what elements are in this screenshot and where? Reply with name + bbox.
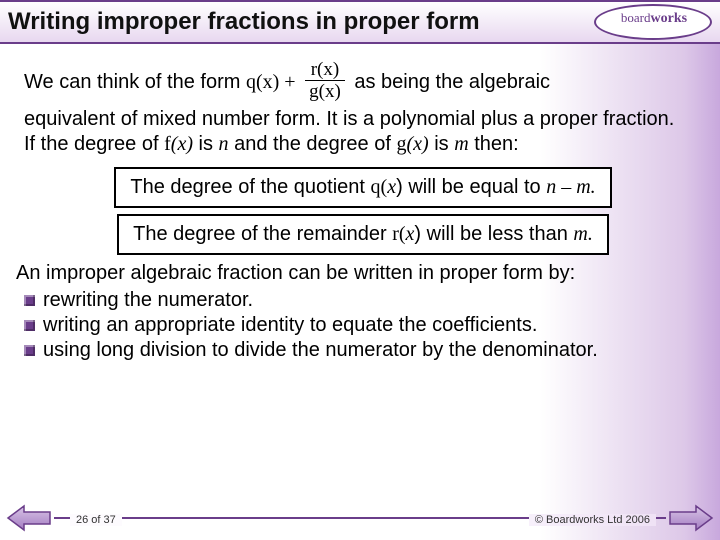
p2-c: and the degree of (229, 133, 397, 155)
formula-fraction: r(x) g(x) (305, 60, 345, 101)
b2-m: m. (573, 223, 592, 245)
b1-nm: n – m. (546, 176, 595, 198)
p2-f: f(x) (164, 133, 193, 155)
bullet-icon (24, 320, 35, 331)
prev-arrow-icon[interactable] (6, 504, 52, 532)
b1-q: q(x (371, 176, 397, 198)
box1-wrap: The degree of the quotient q(x) will be … (24, 167, 702, 208)
bullet-text: rewriting the numerator. (43, 288, 253, 313)
p2-m: m (454, 133, 468, 155)
p2-a: If the degree of (24, 133, 164, 155)
page-title: Writing improper fractions in proper for… (8, 8, 480, 36)
p2-g: g(x) (396, 133, 428, 155)
p2-n: n (219, 133, 229, 155)
b1-b: ) will be equal to (396, 176, 546, 198)
remainder-degree-box: The degree of the remainder r(x) will be… (117, 214, 609, 255)
quotient-degree-box: The degree of the quotient q(x) will be … (114, 167, 611, 208)
box2-wrap: The degree of the remainder r(x) will be… (24, 214, 702, 255)
bullet-icon (24, 345, 35, 356)
page-number: 26 of 37 (70, 514, 122, 526)
fraction-numerator: r(x) (305, 60, 345, 80)
b2-r: r(x (392, 223, 414, 245)
intro-a: We can think of the form (24, 71, 246, 93)
bullet-text: using long division to divide the numera… (43, 338, 598, 363)
bullet-text: writing an appropriate identity to equat… (43, 313, 537, 338)
list-intro: An improper algebraic fraction can be wr… (16, 261, 702, 286)
logo-bold: works (651, 11, 688, 26)
logo-text: boardworks (594, 10, 714, 27)
intro-b: as being the algebraic (354, 71, 550, 93)
p2-b: is (193, 133, 219, 155)
methods-list: An improper algebraic fraction can be wr… (16, 261, 702, 363)
next-arrow-icon[interactable] (668, 504, 714, 532)
list-item: rewriting the numerator. (24, 288, 702, 313)
logo-prefix: board (621, 10, 651, 25)
list-item: using long division to divide the numera… (24, 338, 702, 363)
b2-a: The degree of the remainder (133, 223, 392, 245)
formula-q: q(x) + (246, 71, 296, 93)
paragraph-1: equivalent of mixed number form. It is a… (24, 107, 702, 132)
title-bar: Writing improper fractions in proper for… (0, 0, 720, 44)
p2-d: is (429, 133, 455, 155)
content-area: We can think of the form q(x) + r(x) g(x… (0, 44, 720, 363)
footer: 26 of 37 © Boardworks Ltd 2006 (0, 502, 720, 532)
fraction-denominator: g(x) (305, 80, 345, 101)
b1-a: The degree of the quotient (130, 176, 370, 198)
p2-e: then: (469, 133, 519, 155)
bullet-icon (24, 295, 35, 306)
logo: boardworks (594, 4, 714, 42)
b2-b: ) will be less than (414, 223, 573, 245)
intro-line: We can think of the form q(x) + r(x) g(x… (24, 62, 702, 103)
list-item: writing an appropriate identity to equat… (24, 313, 702, 338)
paragraph-2: If the degree of f(x) is n and the degre… (24, 132, 702, 157)
copyright: © Boardworks Ltd 2006 (529, 514, 656, 526)
